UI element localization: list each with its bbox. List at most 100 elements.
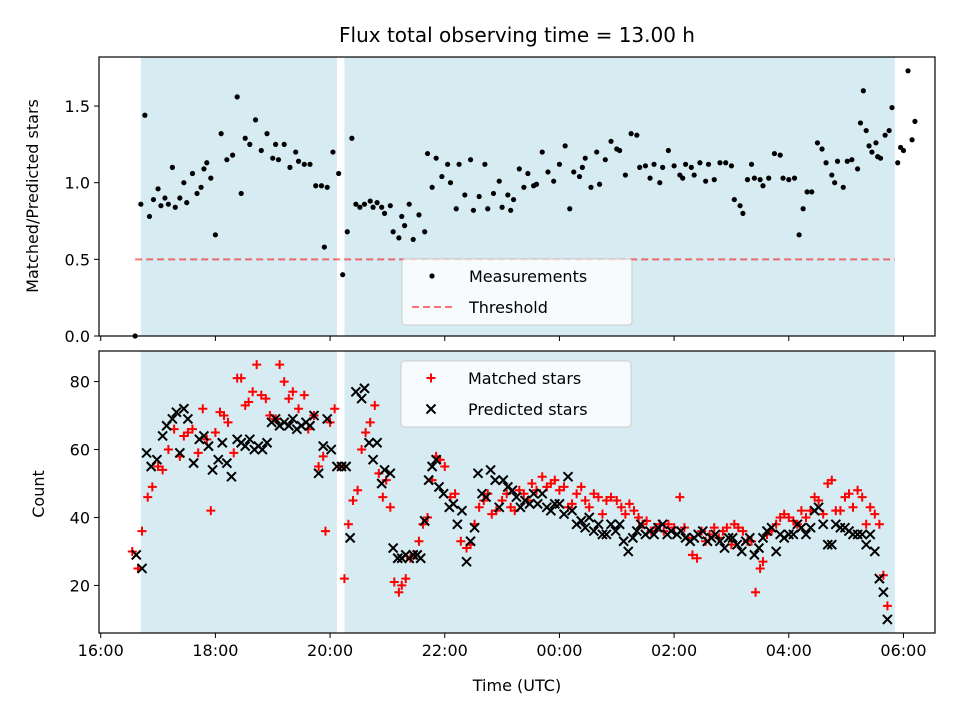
bottom-x-point — [623, 546, 634, 557]
top-dot-point — [525, 170, 531, 177]
top-dot-point — [804, 189, 810, 195]
top-dot-point — [533, 181, 540, 187]
top-axes: 0.0 0.5 1.0 1.5 — [65, 56, 936, 346]
bottom-plus-point — [206, 506, 216, 516]
bottom-legend-label: Matched stars — [468, 369, 581, 388]
bottom-x-point — [770, 546, 782, 557]
bottom-plus-point — [827, 475, 837, 485]
x-tick-label: 00:00 — [536, 641, 582, 660]
bottom-y-axis-label: Count — [29, 470, 48, 518]
bottom-x-point — [426, 461, 438, 472]
bottom-panel: 20 40 60 80 16:00 18:00 20:00 22:00 00:00 02:00 04… — [29, 350, 936, 695]
bottom-x-point — [270, 413, 281, 425]
bottom-x-point — [423, 474, 434, 486]
top-dot-point — [275, 157, 282, 163]
bottom-x-point — [498, 474, 509, 486]
bottom-plus-point — [193, 448, 203, 458]
bottom-plus-point — [378, 492, 388, 502]
top-dot-point — [234, 94, 240, 100]
bottom-x-point — [601, 529, 612, 540]
top-dot-point — [273, 141, 279, 147]
bottom-plus-point — [456, 536, 466, 546]
top-dot-point — [406, 201, 412, 207]
top-dot-point — [900, 147, 907, 154]
top-dot-point — [608, 138, 614, 144]
bottom-plus-point — [348, 495, 358, 505]
bottom-plus-point — [288, 387, 298, 397]
x-tick-label: 22:00 — [422, 641, 468, 660]
bottom-x-point — [304, 420, 316, 431]
bottom-plus-point — [284, 394, 294, 404]
top-marks — [132, 68, 918, 339]
bottom-marks — [127, 360, 893, 625]
bottom-x-point — [485, 464, 496, 476]
top-dot-point — [313, 183, 319, 189]
bottom-plus-point — [758, 557, 768, 567]
bottom-x-point — [618, 536, 629, 547]
top-dot-point — [172, 204, 178, 210]
top-dot-point — [402, 223, 408, 229]
top-dot-point — [324, 184, 330, 190]
bottom-x-point — [524, 498, 535, 510]
top-dot-point — [353, 201, 359, 207]
top-dot-point — [374, 200, 380, 206]
bottom-x-point — [744, 532, 756, 544]
top-dot-point — [571, 169, 577, 175]
top-dot-point — [252, 117, 259, 123]
bottom-x-point — [157, 430, 168, 442]
bottom-x-point — [864, 529, 876, 540]
bottom-plus-point — [353, 485, 363, 495]
top-dot-point — [287, 164, 293, 170]
x-tick-label: 16:00 — [78, 641, 124, 660]
top-dot-point — [882, 132, 888, 138]
top-dot-point — [229, 152, 236, 158]
bottom-plus-point — [733, 523, 743, 533]
top-dot-point — [717, 160, 723, 166]
bottom-x-point — [490, 474, 501, 486]
top-dot-point — [505, 192, 511, 198]
top-dot-point — [596, 181, 603, 187]
bottom-x-point — [714, 536, 726, 547]
bottom-x-point — [566, 505, 578, 516]
top-dot-point — [307, 161, 313, 167]
bottom-x-point — [882, 614, 893, 625]
top-dot-point — [860, 88, 866, 94]
top-dot-point — [869, 149, 875, 155]
bottom-x-point — [340, 461, 352, 472]
top-dot-point — [777, 152, 783, 158]
bottom-plus-point — [755, 563, 765, 573]
bottom-x-point — [874, 573, 885, 584]
bottom-x-point — [511, 491, 522, 503]
bottom-plus-point — [576, 482, 586, 492]
top-dot-point — [370, 204, 376, 210]
bottom-plus-point — [183, 428, 193, 438]
bottom-plus-point — [279, 377, 289, 387]
bottom-plus-point — [385, 502, 395, 512]
top-dot-point — [155, 186, 161, 192]
top-dot-point — [576, 173, 583, 180]
bottom-x-point — [580, 522, 591, 533]
bottom-x-point — [666, 525, 677, 537]
top-dot-point — [281, 141, 287, 147]
bottom-plus-point — [330, 404, 340, 414]
top-dot-point — [146, 213, 153, 220]
bottom-x-point — [697, 525, 708, 537]
top-dot-point — [539, 149, 545, 155]
bottom-legend-label: Predicted stars — [468, 400, 588, 419]
top-dot-point — [399, 213, 405, 220]
bottom-x-point — [438, 488, 449, 499]
top-dot-point — [270, 155, 276, 161]
top-dot-point — [367, 198, 373, 204]
bottom-plus-point — [394, 587, 404, 597]
top-dot-point — [381, 210, 388, 216]
top-dot-point — [594, 149, 600, 155]
bottom-x-point — [430, 454, 442, 465]
bottom-x-point — [283, 420, 294, 431]
top-y-axis-label: Matched/Predicted stars — [23, 99, 42, 293]
top-dot-point — [766, 175, 772, 181]
bottom-x-point — [313, 468, 324, 479]
top-dot-point — [642, 163, 649, 169]
bottom-plus-point — [487, 509, 497, 519]
top-dot-point — [467, 157, 474, 163]
bottom-plus-point — [687, 550, 697, 560]
